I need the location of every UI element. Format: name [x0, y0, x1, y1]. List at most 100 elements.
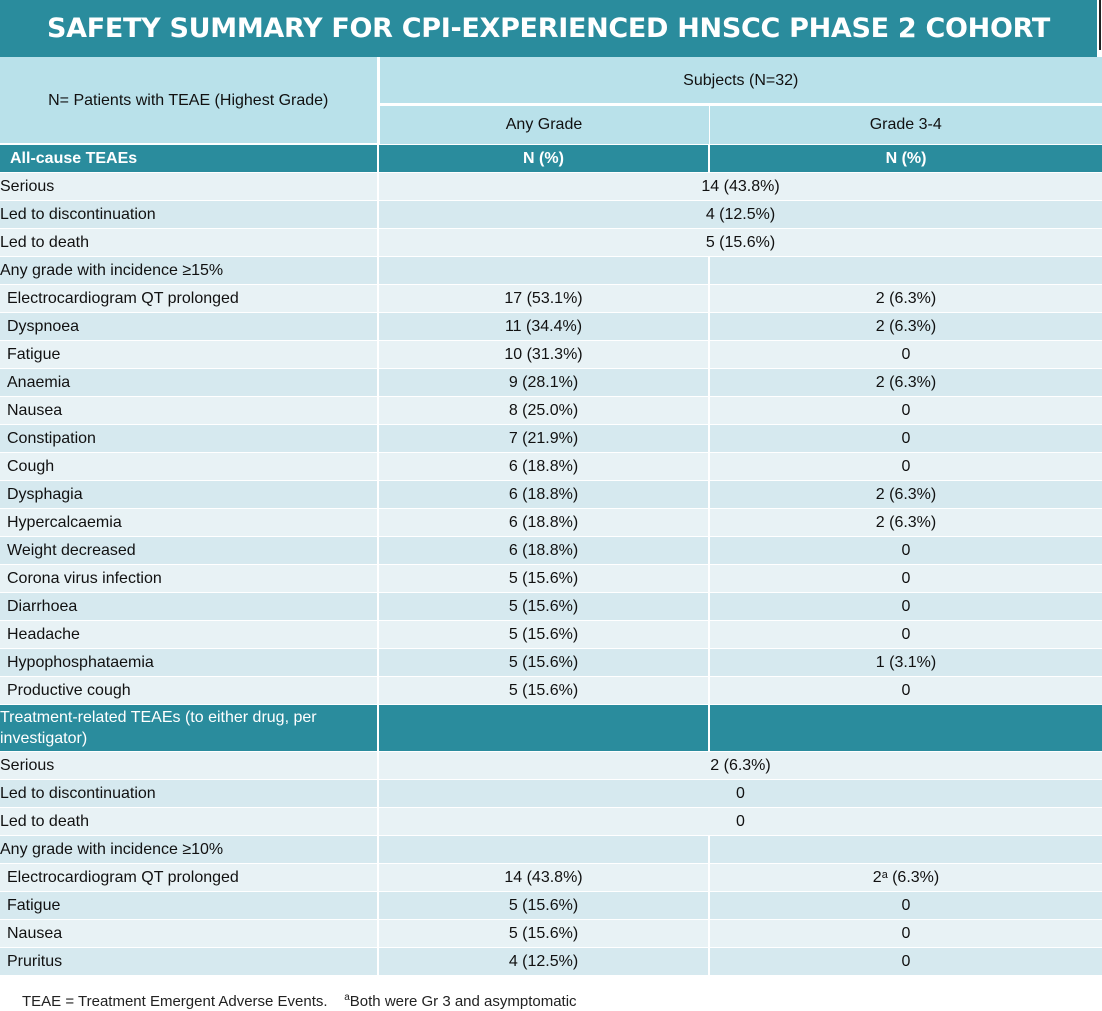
event-label: Dyspnoea: [0, 312, 379, 341]
event-label: Hypercalcaemia: [0, 508, 379, 537]
edge-divider: [1099, 0, 1101, 50]
any-grade-value: 5 (15.6%): [378, 648, 710, 677]
table-row: Hypophosphataemia 5 (15.6%) 1 (3.1%): [0, 648, 1102, 677]
event-label: Headache: [0, 620, 379, 649]
table-row: Led to death 5 (15.6%): [0, 228, 1102, 257]
table-row: Led to death 0: [0, 807, 1102, 836]
table-row: Productive cough 5 (15.6%) 0: [0, 676, 1102, 705]
table-row: Dyspnoea 11 (34.4%) 2 (6.3%): [0, 312, 1102, 341]
any-grade-value: 9 (28.1%): [378, 368, 710, 397]
grade34-value: 0: [709, 396, 1102, 425]
event-label: Electrocardiogram QT prolonged: [0, 284, 379, 313]
section-treatment-related: Treatment-related TEAEs (to either drug,…: [0, 704, 1102, 752]
any-grade-value: 5 (15.6%): [378, 676, 710, 705]
section-all-cause: All-cause TEAEs N (%) N (%): [0, 144, 1102, 173]
empty-cell: [709, 835, 1102, 864]
grade34-value: 0: [709, 340, 1102, 369]
table-row: Electrocardiogram QT prolonged 14 (43.8%)…: [0, 863, 1102, 892]
section-col-g34: N (%): [709, 144, 1102, 173]
row-value: 2 (6.3%): [378, 751, 1102, 780]
header-row: N= Patients with TEAE (Highest Grade) Su…: [0, 57, 1102, 145]
any-grade-value: 14 (43.8%): [378, 863, 710, 892]
row-value: 5 (15.6%): [378, 228, 1102, 257]
any-grade-value: 8 (25.0%): [378, 396, 710, 425]
event-label: Constipation: [0, 424, 379, 453]
row-label: Led to discontinuation: [0, 200, 379, 229]
table-row: Headache 5 (15.6%) 0: [0, 620, 1102, 649]
any-grade-value: 5 (15.6%): [378, 592, 710, 621]
footer-note: TEAE = Treatment Emergent Adverse Events…: [22, 992, 577, 1010]
grade34-value: 2 (6.3%): [709, 284, 1102, 313]
page-title: SAFETY SUMMARY FOR CPI-EXPERIENCED HNSCC…: [0, 0, 1097, 57]
event-label: Anaemia: [0, 368, 379, 397]
event-label: Nausea: [0, 919, 379, 948]
table-row: Nausea 5 (15.6%) 0: [0, 919, 1102, 948]
event-label: Dysphagia: [0, 480, 379, 509]
incidence-row: Any grade with incidence ≥10%: [0, 835, 1102, 864]
grade34-value: 0: [709, 676, 1102, 705]
table-row: Anaemia 9 (28.1%) 2 (6.3%): [0, 368, 1102, 397]
table-row: Diarrhoea 5 (15.6%) 0: [0, 592, 1102, 621]
any-grade-header: Any Grade: [378, 104, 710, 145]
footnote-marker: a: [344, 992, 350, 1003]
event-label: Diarrhoea: [0, 592, 379, 621]
table-row: Led to discontinuation 4 (12.5%): [0, 200, 1102, 229]
incidence-label: Any grade with incidence ≥10%: [0, 835, 379, 864]
any-grade-value: 5 (15.6%): [378, 564, 710, 593]
row-value: 14 (43.8%): [378, 172, 1102, 201]
grade34-value: 2ᵃ (6.3%): [709, 863, 1102, 892]
grade34-value: 2 (6.3%): [709, 368, 1102, 397]
row-value: 4 (12.5%): [378, 200, 1102, 229]
table-row: Dysphagia 6 (18.8%) 2 (6.3%): [0, 480, 1102, 509]
row-label: Led to discontinuation: [0, 779, 379, 808]
section-label: All-cause TEAEs: [0, 144, 379, 173]
empty-cell: [378, 256, 710, 285]
row-label: Led to death: [0, 807, 379, 836]
grade34-value: 0: [709, 919, 1102, 948]
any-grade-value: 10 (31.3%): [378, 340, 710, 369]
event-label: Fatigue: [0, 891, 379, 920]
row-label: Serious: [0, 751, 379, 780]
footer-definition: TEAE = Treatment Emergent Adverse Events…: [22, 993, 328, 1010]
event-label: Weight decreased: [0, 536, 379, 565]
table-row: Constipation 7 (21.9%) 0: [0, 424, 1102, 453]
table-row: Serious 2 (6.3%): [0, 751, 1102, 780]
event-label: Pruritus: [0, 947, 379, 976]
row-label: Serious: [0, 172, 379, 201]
table-row: Electrocardiogram QT prolonged 17 (53.1%)…: [0, 284, 1102, 313]
grade34-value: 0: [709, 424, 1102, 453]
grade34-value: 0: [709, 452, 1102, 481]
any-grade-value: 11 (34.4%): [378, 312, 710, 341]
table-row: Weight decreased 6 (18.8%) 0: [0, 536, 1102, 565]
grade34-value: 2 (6.3%): [709, 508, 1102, 537]
empty-cell: [709, 704, 1102, 752]
footnote-text: Both were Gr 3 and asymptomatic: [349, 993, 577, 1010]
grade34-value: 0: [709, 592, 1102, 621]
grade34-value: 0: [709, 620, 1102, 649]
any-grade-value: 5 (15.6%): [378, 620, 710, 649]
grade34-value: 1 (3.1%): [709, 648, 1102, 677]
event-label: Hypophosphataemia: [0, 648, 379, 677]
table-row: Fatigue 5 (15.6%) 0: [0, 891, 1102, 920]
any-grade-value: 5 (15.6%): [378, 891, 710, 920]
table-row: Pruritus 4 (12.5%) 0: [0, 947, 1102, 976]
grade34-value: 2 (6.3%): [709, 480, 1102, 509]
any-grade-value: 6 (18.8%): [378, 480, 710, 509]
any-grade-value: 6 (18.8%): [378, 508, 710, 537]
grade34-value: 2 (6.3%): [709, 312, 1102, 341]
table-row: Corona virus infection 5 (15.6%) 0: [0, 564, 1102, 593]
event-label: Fatigue: [0, 340, 379, 369]
grade34-value: 0: [709, 536, 1102, 565]
table-row: Fatigue 10 (31.3%) 0: [0, 340, 1102, 369]
grade34-value: 0: [709, 891, 1102, 920]
incidence-label: Any grade with incidence ≥15%: [0, 256, 379, 285]
event-label: Nausea: [0, 396, 379, 425]
event-label: Corona virus infection: [0, 564, 379, 593]
table-row: Hypercalcaemia 6 (18.8%) 2 (6.3%): [0, 508, 1102, 537]
row-value: 0: [378, 807, 1102, 836]
safety-table: N= Patients with TEAE (Highest Grade) Su…: [0, 57, 1102, 976]
row-label: Led to death: [0, 228, 379, 257]
any-grade-value: 17 (53.1%): [378, 284, 710, 313]
any-grade-value: 6 (18.8%): [378, 536, 710, 565]
event-label: Electrocardiogram QT prolonged: [0, 863, 379, 892]
